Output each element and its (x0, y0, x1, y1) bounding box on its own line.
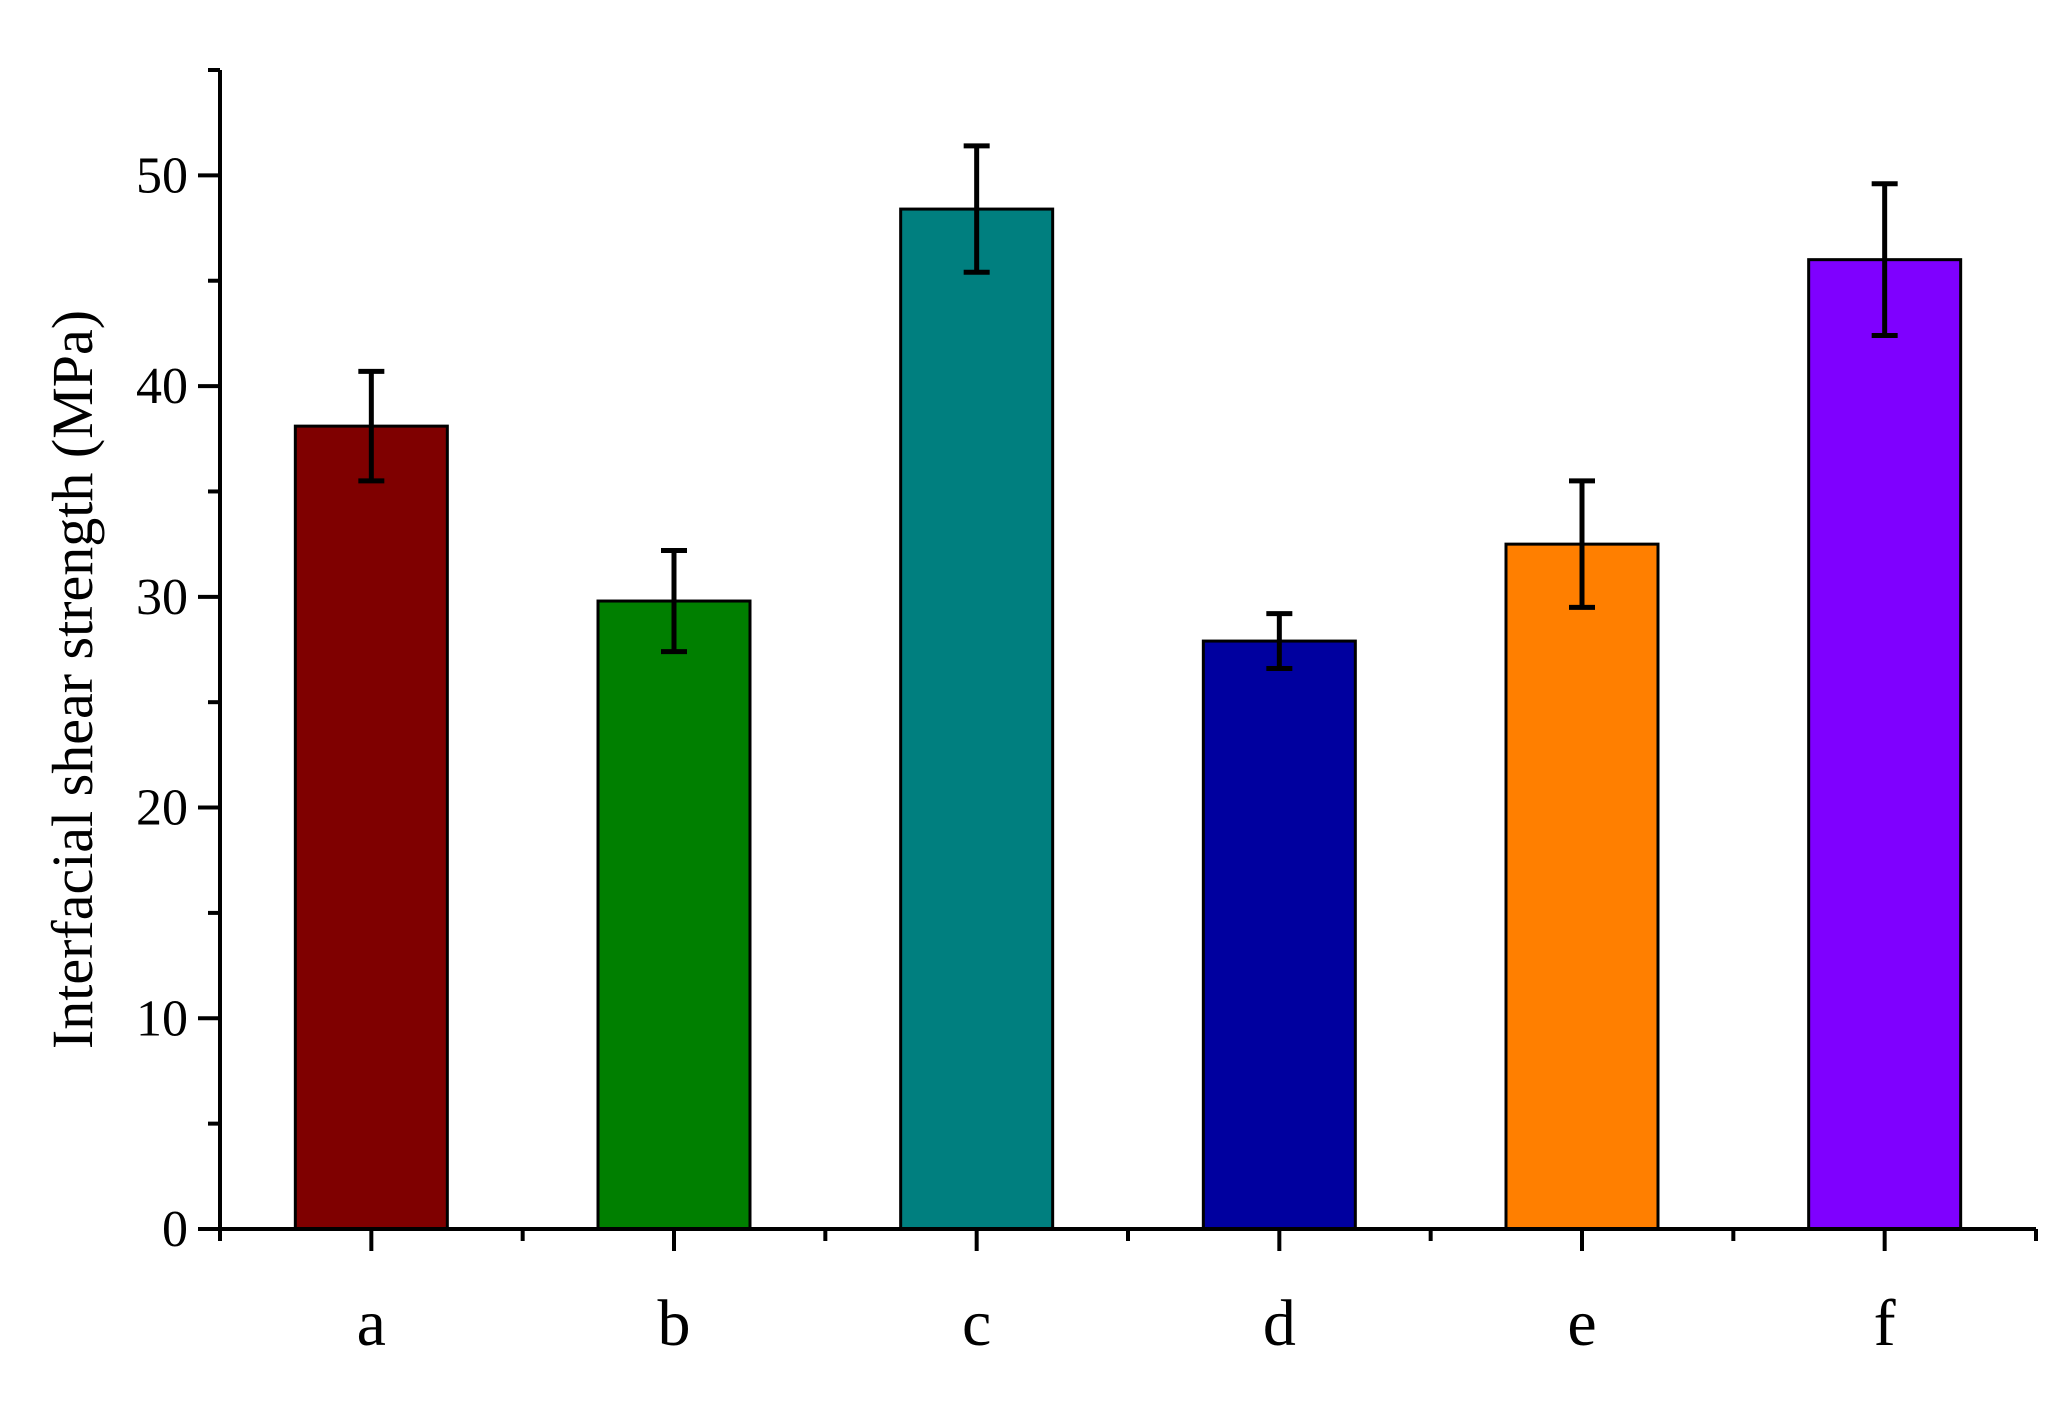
x-tick-label: c (962, 1287, 991, 1360)
y-tick-label: 0 (162, 1201, 188, 1258)
y-tick-label: 10 (136, 990, 188, 1047)
y-tick-label: 20 (136, 780, 188, 837)
x-ticks-layer: a b c d e f (218, 1229, 2038, 1360)
bar-f (1807, 258, 1963, 1231)
y-axis-title: Interfacial shear strength (MPa) (40, 310, 105, 1049)
y-tick-label: 40 (136, 358, 188, 415)
y-tick-label: 50 (136, 147, 188, 204)
bar-e (1504, 542, 1660, 1231)
bars-layer (293, 207, 1963, 1231)
x-tick-label: f (1874, 1287, 1896, 1360)
bar-a (293, 424, 449, 1231)
y-tick-label: 30 (136, 569, 188, 626)
x-tick-label: b (658, 1287, 691, 1360)
x-tick-label: e (1567, 1287, 1596, 1360)
bar-c (899, 207, 1055, 1231)
x-tick-label: d (1263, 1287, 1296, 1360)
x-tick-label: a (357, 1287, 386, 1360)
bar-d (1201, 639, 1357, 1231)
error-bars-layer (358, 143, 1898, 671)
axes-layer (218, 70, 2036, 1231)
bar-b (596, 599, 752, 1231)
y-ticks-layer: 0 10 20 30 40 50 (136, 68, 220, 1258)
